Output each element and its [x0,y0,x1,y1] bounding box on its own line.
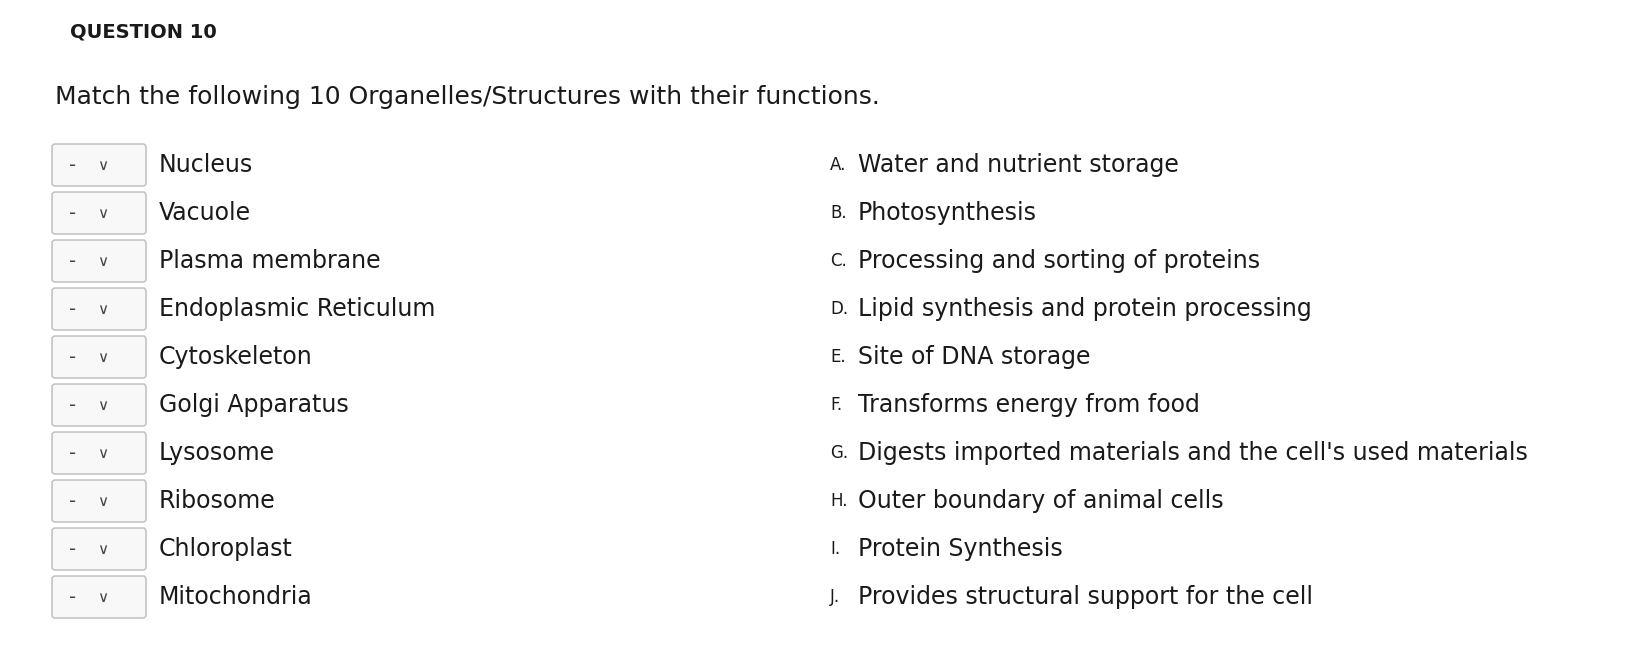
Text: G.: G. [830,444,848,462]
Text: Golgi Apparatus: Golgi Apparatus [160,393,349,417]
Text: I.: I. [830,540,839,558]
Text: A.: A. [830,156,846,174]
Text: Lysosome: Lysosome [160,441,275,465]
FancyBboxPatch shape [52,144,147,186]
Text: -: - [68,252,77,270]
Text: ∨: ∨ [98,302,108,316]
Text: Digests imported materials and the cell's used materials: Digests imported materials and the cell'… [857,441,1527,465]
Text: ∨: ∨ [98,206,108,220]
Text: Provides structural support for the cell: Provides structural support for the cell [857,585,1314,609]
Text: -: - [68,587,77,607]
Text: J.: J. [830,588,839,606]
Text: -: - [68,539,77,559]
FancyBboxPatch shape [52,240,147,282]
Text: Ribosome: Ribosome [160,489,275,513]
Text: Processing and sorting of proteins: Processing and sorting of proteins [857,249,1260,273]
Text: E.: E. [830,348,846,366]
Text: ∨: ∨ [98,589,108,605]
Text: B.: B. [830,204,846,222]
Text: C.: C. [830,252,846,270]
Text: -: - [68,204,77,222]
Text: ∨: ∨ [98,494,108,509]
FancyBboxPatch shape [52,480,147,522]
Text: ∨: ∨ [98,446,108,460]
Text: -: - [68,492,77,511]
FancyBboxPatch shape [52,288,147,330]
Text: Cytoskeleton: Cytoskeleton [160,345,313,369]
FancyBboxPatch shape [52,336,147,378]
Text: -: - [68,444,77,462]
Text: ∨: ∨ [98,398,108,412]
Text: Endoplasmic Reticulum: Endoplasmic Reticulum [160,297,435,321]
Text: Mitochondria: Mitochondria [160,585,313,609]
FancyBboxPatch shape [52,384,147,426]
Text: ∨: ∨ [98,350,108,364]
Text: QUESTION 10: QUESTION 10 [70,23,217,42]
Text: -: - [68,348,77,366]
FancyBboxPatch shape [52,192,147,234]
Text: Water and nutrient storage: Water and nutrient storage [857,153,1178,177]
Text: Nucleus: Nucleus [160,153,253,177]
Text: D.: D. [830,300,848,318]
Text: ∨: ∨ [98,254,108,268]
Text: Lipid synthesis and protein processing: Lipid synthesis and protein processing [857,297,1312,321]
FancyBboxPatch shape [52,432,147,474]
FancyBboxPatch shape [52,576,147,618]
Text: Transforms energy from food: Transforms energy from food [857,393,1200,417]
Text: Protein Synthesis: Protein Synthesis [857,537,1063,561]
FancyBboxPatch shape [52,528,147,570]
Text: Match the following 10 Organelles/Structures with their functions.: Match the following 10 Organelles/Struct… [55,85,880,109]
Text: Site of DNA storage: Site of DNA storage [857,345,1090,369]
Text: H.: H. [830,492,848,510]
Text: -: - [68,396,77,414]
Text: Chloroplast: Chloroplast [160,537,293,561]
Text: Vacuole: Vacuole [160,201,251,225]
Text: -: - [68,155,77,174]
Text: Outer boundary of animal cells: Outer boundary of animal cells [857,489,1224,513]
Text: F.: F. [830,396,843,414]
Text: Plasma membrane: Plasma membrane [160,249,381,273]
Text: Photosynthesis: Photosynthesis [857,201,1037,225]
Text: ∨: ∨ [98,541,108,557]
Text: -: - [68,300,77,318]
Text: ∨: ∨ [98,157,108,172]
